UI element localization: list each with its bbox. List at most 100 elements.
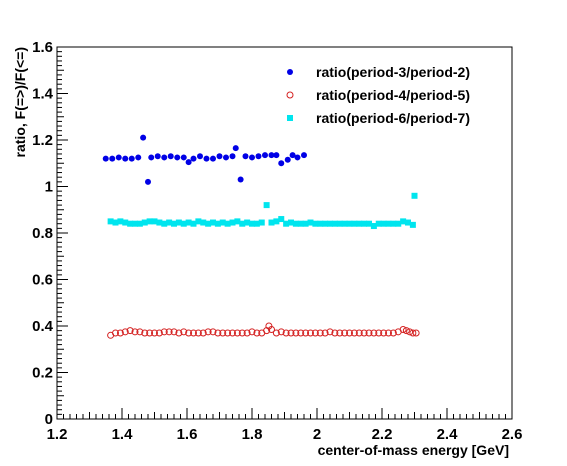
data-point	[195, 218, 202, 225]
data-point	[278, 160, 285, 167]
data-point	[351, 220, 358, 227]
x-tick-label: 1.6	[177, 426, 198, 443]
data-point	[375, 220, 382, 227]
data-point	[203, 155, 210, 162]
data-point	[151, 329, 158, 337]
data-point	[109, 155, 116, 162]
data-point	[253, 329, 261, 337]
data-point	[336, 329, 344, 337]
data-point	[249, 220, 255, 227]
data-point	[327, 220, 333, 227]
series-2	[107, 322, 420, 339]
series-3	[107, 192, 418, 230]
data-point	[219, 219, 226, 226]
legend-marker	[286, 91, 294, 99]
data-point	[166, 219, 173, 226]
data-point	[117, 218, 124, 225]
data-point	[255, 153, 262, 160]
data-point	[341, 220, 348, 227]
x-tick-label: 1.2	[47, 426, 68, 443]
data-point	[242, 153, 249, 160]
data-point	[136, 328, 144, 336]
data-point	[402, 327, 410, 335]
data-point	[190, 329, 197, 337]
data-point	[263, 202, 270, 209]
data-point	[316, 329, 324, 337]
data-point	[180, 220, 187, 227]
data-point	[390, 220, 397, 227]
data-point	[194, 329, 202, 337]
data-point	[301, 152, 307, 159]
data-point	[175, 219, 182, 226]
legend-item: ratio(period-4/period-5)	[286, 87, 470, 103]
y-tick-label: 0.8	[32, 225, 53, 242]
data-point	[238, 329, 246, 337]
y-axis-title: ratio, F(=>)/F(<=)	[12, 47, 28, 157]
data-point	[409, 221, 416, 228]
legend-label: ratio(period-4/period-5)	[316, 87, 470, 103]
y-tick-label: 1.4	[32, 86, 54, 103]
data-point	[155, 329, 163, 337]
data-point	[399, 325, 407, 333]
data-point	[287, 329, 295, 337]
data-point	[346, 220, 353, 227]
data-point	[165, 328, 173, 336]
data-point	[161, 154, 168, 161]
data-point	[400, 218, 407, 225]
data-point	[216, 153, 223, 160]
data-point	[115, 154, 122, 161]
y-tick-label: 1	[45, 179, 53, 196]
data-point	[224, 329, 232, 337]
x-axis: 1.2 1.4 1.6 1.8 2 2.2 2.4 2.6	[47, 408, 522, 443]
legend-item: ratio(period-3/period-2)	[287, 64, 470, 80]
data-point	[156, 219, 163, 226]
data-point	[243, 329, 251, 337]
data-point	[322, 220, 329, 227]
data-point	[331, 220, 338, 227]
legend: ratio(period-3/period-2) ratio(period-4/p…	[286, 64, 470, 126]
data-point	[360, 329, 368, 337]
data-point	[148, 154, 155, 161]
data-point	[297, 329, 305, 337]
x-tick-label: 2.2	[372, 426, 393, 443]
data-point	[135, 154, 142, 161]
data-point	[370, 329, 378, 337]
data-point	[253, 220, 260, 227]
data-point	[112, 219, 119, 226]
data-point	[326, 328, 334, 336]
data-point	[185, 219, 192, 226]
data-point	[239, 220, 246, 227]
data-point	[200, 219, 207, 226]
data-point	[210, 155, 216, 162]
data-point	[411, 192, 418, 199]
data-point	[233, 329, 241, 337]
data-point	[302, 329, 310, 337]
data-point	[385, 329, 392, 337]
data-point	[248, 328, 256, 336]
data-point	[112, 329, 119, 337]
data-point	[145, 178, 151, 185]
data-point	[175, 329, 183, 337]
data-point	[127, 220, 134, 227]
data-point	[167, 153, 174, 160]
data-point	[317, 220, 324, 227]
data-point	[385, 220, 392, 227]
y-tick-label: 1.6	[32, 39, 53, 56]
series-1	[102, 134, 307, 185]
data-point	[128, 155, 135, 162]
data-points	[102, 134, 420, 339]
data-point	[199, 329, 207, 337]
data-point	[406, 328, 414, 336]
data-point	[205, 220, 212, 227]
x-tick-label: 1.8	[242, 426, 263, 443]
data-point	[341, 329, 349, 337]
data-point	[229, 329, 236, 337]
data-point	[151, 218, 158, 225]
data-point	[282, 329, 290, 337]
data-point	[289, 152, 296, 159]
data-point	[180, 154, 187, 161]
data-point	[132, 220, 138, 227]
data-point	[273, 218, 280, 225]
